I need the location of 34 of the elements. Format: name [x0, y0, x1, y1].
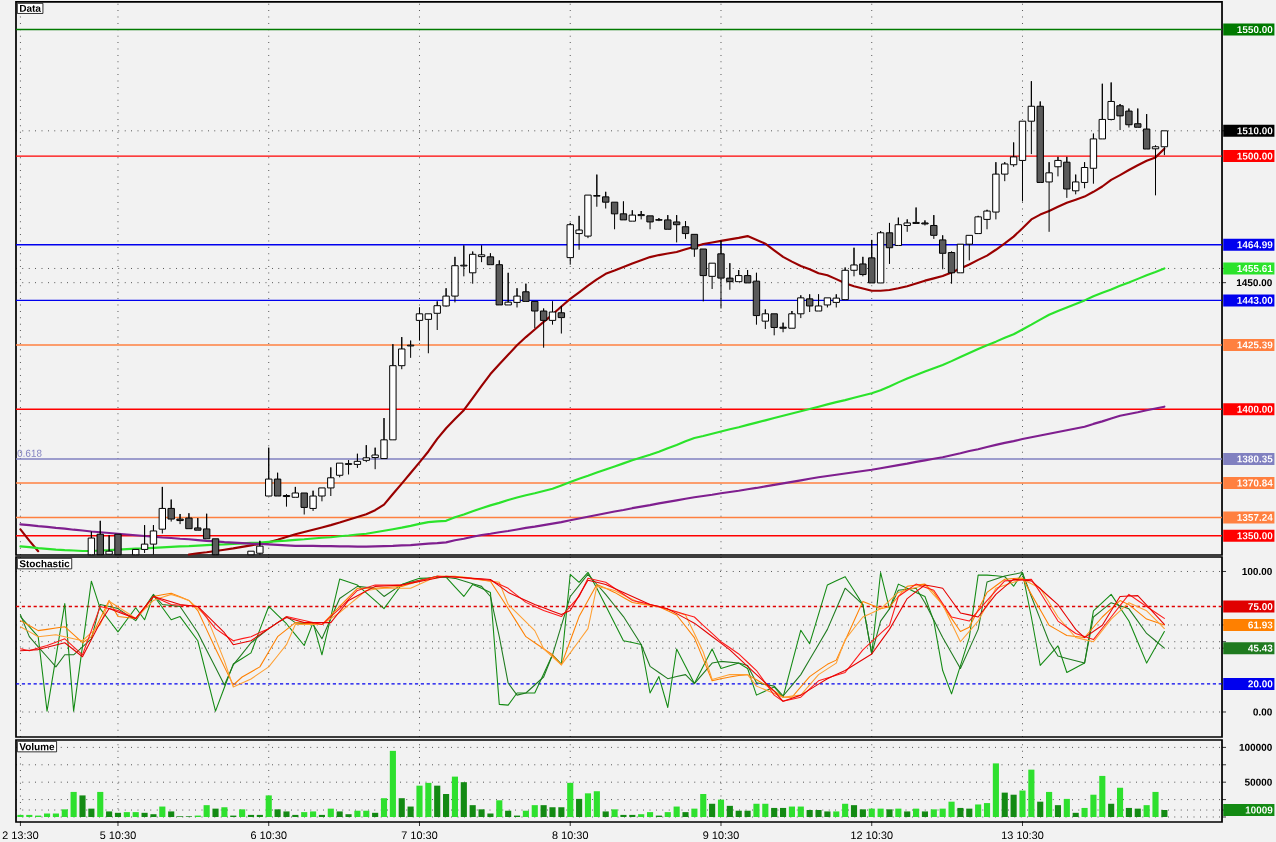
ref-line-label: 1425.39: [1237, 341, 1273, 349]
ref-line-label: 1370.84: [1237, 479, 1273, 487]
chart-title: Stochastic: [19, 559, 70, 568]
y-tick-label: 1510.00: [1237, 127, 1273, 135]
ref-line-label: 20.00: [1248, 680, 1273, 688]
x-tick-label: 7 10:30: [401, 831, 438, 840]
x-tick-label: 5 10:30: [100, 831, 136, 840]
x-tick-label: 8 10:30: [552, 831, 589, 840]
ref-line-label: 1380.35: [1237, 455, 1273, 463]
ref-line-label: 1443.00: [1237, 296, 1273, 304]
ref-line-label: 1500.00: [1237, 152, 1273, 160]
x-tick-label: 6 10:30: [251, 831, 287, 840]
ref-line-label: 1357.24: [1237, 513, 1273, 521]
ref-line-label: 75.00: [1248, 603, 1273, 611]
x-tick-label: 2 13:30: [2, 831, 39, 840]
y-tick-label: 50000: [1244, 778, 1272, 786]
x-tick-label: 12 10:30: [851, 831, 893, 840]
ref-line-label: 1400.00: [1237, 405, 1273, 413]
y-tick-label: 61.93: [1248, 621, 1273, 629]
x-tick-label: 13 10:30: [1001, 831, 1044, 840]
y-tick-label: 10009: [1245, 806, 1273, 814]
y-tick-label: 100000: [1239, 743, 1272, 751]
ref-line-label: 1464.99: [1237, 241, 1273, 249]
chart-title: Volume: [19, 742, 55, 751]
ref-line-label: 1550.00: [1237, 26, 1273, 34]
ref-line-label: 1350.00: [1237, 532, 1273, 540]
y-tick-label: 1450.00: [1236, 279, 1272, 287]
y-tick-label: 1455.61: [1237, 264, 1273, 272]
y-tick-label: 100.00: [1242, 567, 1272, 576]
x-tick-label: 9 10:30: [703, 831, 739, 840]
annotation: 0.618: [17, 449, 42, 457]
y-tick-label: 45.43: [1248, 644, 1273, 652]
chart-title: Data: [20, 4, 41, 12]
y-tick-label: 0.00: [1253, 708, 1272, 716]
